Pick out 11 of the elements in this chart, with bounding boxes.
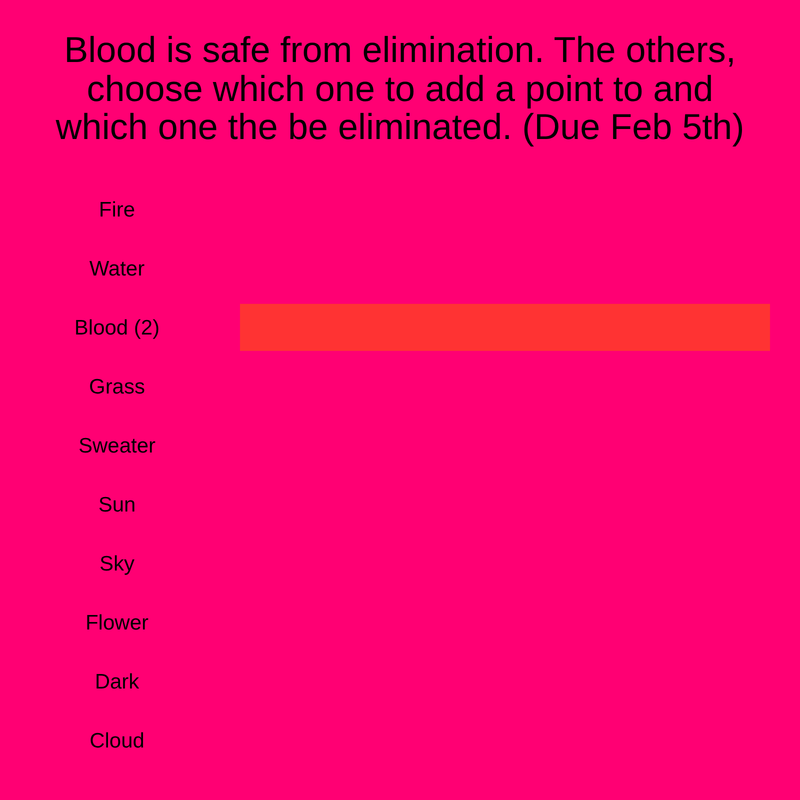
y-tick-label: Blood (2) — [74, 316, 160, 340]
y-tick-label: Dark — [94, 670, 140, 694]
y-tick-label: Fire — [98, 198, 136, 222]
y-tick-label: Sun — [98, 494, 136, 516]
chart-title: Blood is safe from elimination. The others, choose which one to add a point to and which one the be eliminated. (Due Feb 5th) — [54, 29, 746, 148]
y-tick-label: Cloud — [90, 730, 144, 752]
y-tick-label: Sweater — [78, 434, 156, 458]
y-tick-label: Sky — [99, 552, 135, 576]
y-tick-label: Grass — [88, 376, 146, 398]
y-tick-label: Water — [89, 258, 145, 280]
y-tick-label: Flower — [85, 612, 149, 634]
